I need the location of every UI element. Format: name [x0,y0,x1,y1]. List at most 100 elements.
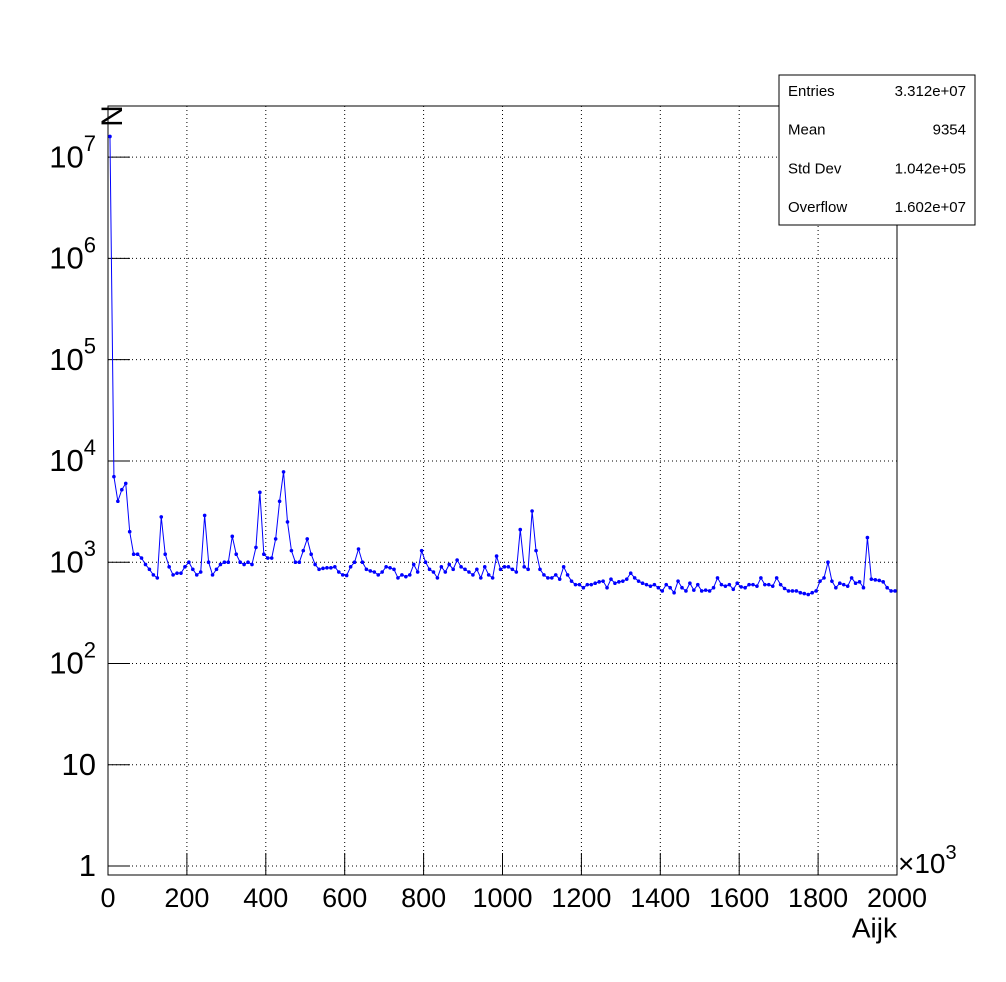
data-point [135,552,140,556]
data-point [834,585,838,590]
stats-key: Entries [788,83,835,100]
data-point [471,573,475,577]
data-point [388,566,392,570]
data-point [131,552,136,556]
data-point [376,573,381,577]
data-point [352,560,357,565]
data-line [109,136,896,596]
data-point [593,581,598,586]
x-multiplier-base: ×10 [898,848,946,879]
data-point [396,576,400,580]
data-point [628,571,633,575]
data-point [163,552,168,556]
data-point [538,567,542,572]
x-tick-label: 800 [401,883,446,913]
data-point [451,567,455,572]
data-point [265,556,270,560]
stats-value: 1.602e+07 [895,199,966,216]
data-point [546,576,550,580]
data-point [400,573,404,577]
data-point [336,570,341,574]
data-point [258,490,262,495]
x-tick-label: 1000 [472,883,532,913]
data-point [344,573,349,578]
data-point [415,570,420,574]
data-point [210,573,215,577]
data-point [542,573,546,577]
data-point [475,567,479,572]
x-axis-title: Aijk [852,912,898,943]
data-point [183,565,187,569]
data-point [108,134,112,139]
data-point [411,562,416,567]
data-point [565,573,570,577]
data-point [656,585,661,590]
data-point [822,576,826,580]
data-point [301,548,306,553]
data-point [727,582,732,587]
data-point [794,589,799,593]
data-point [467,570,471,574]
data-point [187,560,191,565]
stats-value: 3.312e+07 [895,83,966,100]
data-point [297,560,302,565]
data-point [218,562,223,567]
data-point [510,567,515,572]
data-point [277,499,282,504]
data-point [234,552,239,556]
data-point [640,581,645,586]
data-point [250,562,254,567]
y-tick-exp: 6 [84,232,96,257]
data-point [230,534,235,539]
data-point [624,577,629,581]
data-point [356,547,361,551]
data-point [360,560,365,565]
data-point [632,576,637,580]
data-point [522,565,526,569]
y-axis-title: N [96,105,129,127]
data-point [198,570,203,574]
data-point [226,560,231,565]
data-point [463,567,467,572]
data-point [609,577,613,581]
data-point [372,570,377,574]
data-point [490,576,495,580]
data-point [621,579,625,583]
data-point [329,566,333,570]
data-point [530,509,534,513]
data-point [167,565,171,569]
data-point [384,565,388,569]
stats-value: 1.042e+05 [895,160,966,177]
data-point [853,581,858,586]
data-point [269,556,274,560]
x-tick-label: 1800 [788,883,848,913]
data-point [159,515,164,519]
data-point [837,581,842,586]
data-point [202,513,207,518]
data-point [112,474,116,479]
data-point [325,566,329,570]
data-point [313,562,317,567]
data-point [550,576,554,580]
x-tick-label: 200 [164,883,209,913]
data-point [692,588,696,592]
data-point [889,589,893,593]
data-point [506,565,511,569]
data-point [786,589,791,593]
data-point [597,580,601,584]
data-point [857,580,862,584]
data-point [262,552,266,556]
data-point [648,584,653,588]
data-point [281,470,286,474]
data-point [849,576,854,580]
x-tick-label: 600 [322,883,367,913]
data-point [830,579,834,583]
data-point [877,578,882,583]
stats-key: Overflow [788,199,847,216]
data-point [672,590,676,595]
data-point [680,585,684,590]
data-point [707,589,712,593]
data-point [179,571,183,575]
data-point [194,573,199,577]
